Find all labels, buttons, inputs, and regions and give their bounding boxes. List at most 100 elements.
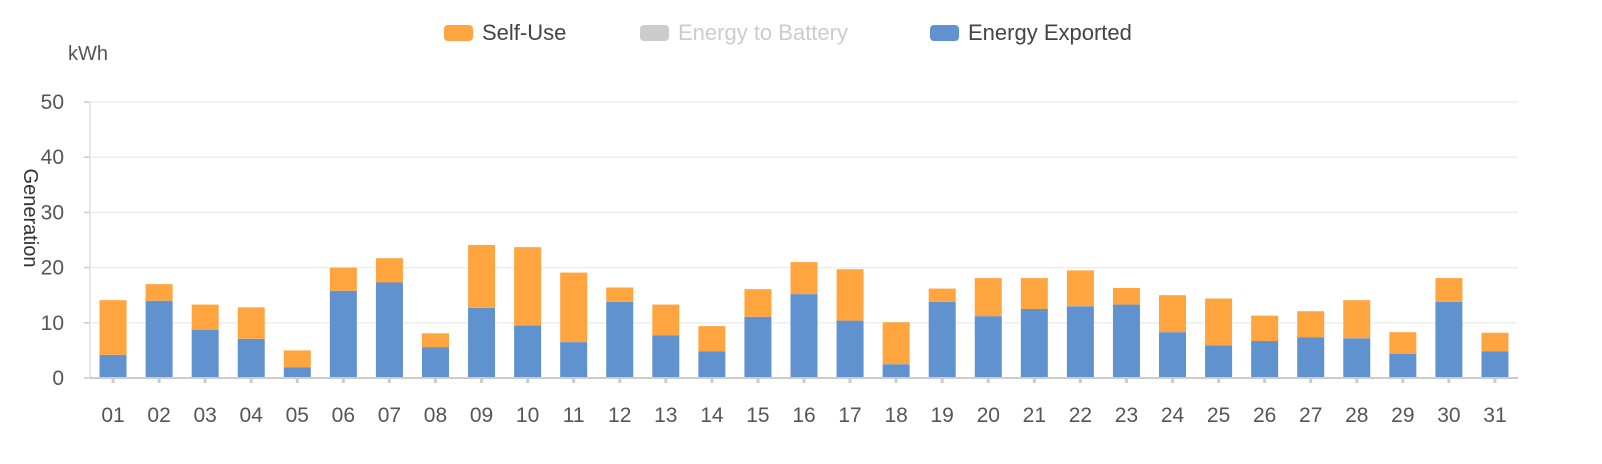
bar-self-use[interactable] [744,289,772,317]
bar-self-use[interactable] [145,284,173,301]
y-axis-title: Generation [19,169,41,268]
x-tick-label: 30 [1437,404,1460,427]
bar-energy-exported[interactable] [652,335,680,378]
bar-self-use[interactable] [1389,332,1417,354]
bar-energy-exported[interactable] [375,282,403,378]
bar-energy-exported[interactable] [421,347,449,378]
y-tick-label: 50 [41,91,64,114]
bar-energy-exported[interactable] [191,329,219,378]
bar-energy-exported[interactable] [928,301,956,378]
bar-energy-exported[interactable] [1297,337,1325,378]
bar-self-use[interactable] [1251,315,1279,342]
bar-energy-exported[interactable] [1389,353,1417,378]
legend-swatch [444,25,473,41]
x-tick-label: 26 [1253,404,1276,427]
x-tick-label: 27 [1299,404,1322,427]
bar-self-use[interactable] [421,333,449,348]
bar-self-use[interactable] [1205,298,1233,346]
bar-self-use[interactable] [928,288,956,302]
bar-energy-exported[interactable] [882,364,910,378]
bar-energy-exported[interactable] [329,290,357,378]
bar-self-use[interactable] [1435,278,1463,302]
bar-self-use[interactable] [237,307,265,339]
legend-label: Energy Exported [968,20,1132,45]
bar-energy-exported[interactable] [836,320,864,378]
x-tick-label: 24 [1161,404,1185,427]
bar-energy-exported[interactable] [1251,341,1279,378]
x-tick-label: 17 [838,404,861,427]
bar-energy-exported[interactable] [1343,338,1371,378]
grid [90,101,1518,324]
x-tick-label: 16 [792,404,815,427]
bar-energy-exported[interactable] [698,351,726,378]
x-tick-label: 25 [1207,404,1230,427]
bar-self-use[interactable] [468,244,496,308]
bar-self-use[interactable] [836,269,864,321]
bar-energy-exported[interactable] [1112,304,1140,378]
bar-energy-exported[interactable] [790,294,818,378]
x-tick-label: 02 [147,404,170,427]
bar-self-use[interactable] [882,322,910,365]
bar-self-use[interactable] [606,287,634,302]
bar-energy-exported[interactable] [468,307,496,378]
bar-energy-exported[interactable] [99,354,127,378]
legend-item-energy-exported[interactable]: Energy Exported [930,20,1132,45]
x-tick-label: 19 [931,404,954,427]
bar-energy-exported[interactable] [974,316,1002,378]
x-tick-label: 23 [1115,404,1138,427]
bar-energy-exported[interactable] [1481,351,1509,378]
bar-self-use[interactable] [560,272,588,343]
legend-item-energy-to-battery[interactable]: Energy to Battery [640,20,848,45]
bar-self-use[interactable] [375,258,403,283]
x-tick-label: 05 [286,404,309,427]
bar-energy-exported[interactable] [1205,345,1233,378]
y-tick-label: 20 [41,257,64,280]
bar-energy-exported[interactable] [514,325,542,378]
bar-self-use[interactable] [191,304,219,330]
bar-self-use[interactable] [1481,332,1509,352]
bar-self-use[interactable] [1112,288,1140,305]
bar-self-use[interactable] [1159,295,1187,333]
x-tick-label: 06 [332,404,355,427]
bar-energy-exported[interactable] [237,338,265,378]
x-tick-label: 13 [654,404,677,427]
bars [99,244,1509,378]
bar-self-use[interactable] [1066,270,1094,307]
bar-self-use[interactable] [652,304,680,336]
bar-energy-exported[interactable] [1020,309,1048,378]
bar-energy-exported[interactable] [606,301,634,378]
bar-energy-exported[interactable] [145,300,173,378]
bar-self-use[interactable] [329,267,357,291]
y-tick-label: 40 [41,146,64,169]
bar-self-use[interactable] [698,326,726,352]
legend-swatch [640,25,669,41]
y-tick-label: 0 [52,367,64,390]
bar-self-use[interactable] [790,262,818,295]
x-tick-label: 28 [1345,404,1368,427]
y-tick-label: 30 [41,201,64,224]
bar-self-use[interactable] [99,300,127,355]
bar-self-use[interactable] [283,350,311,368]
bar-self-use[interactable] [514,247,542,326]
bar-energy-exported[interactable] [1066,306,1094,378]
x-tick-label: 14 [700,404,724,427]
legend-label: Self-Use [482,20,566,45]
bar-self-use[interactable] [974,278,1002,317]
bar-self-use[interactable] [1297,311,1325,338]
bar-energy-exported[interactable] [1435,301,1463,378]
legend-item-self-use[interactable]: Self-Use [444,20,566,45]
bar-energy-exported[interactable] [283,367,311,378]
bar-energy-exported[interactable] [744,316,772,378]
x-tick-label: 29 [1391,404,1414,427]
bar-self-use[interactable] [1343,300,1371,339]
x-tick-label: 04 [240,404,264,427]
x-tick-label: 12 [608,404,631,427]
bar-energy-exported[interactable] [560,342,588,378]
legend-label: Energy to Battery [678,20,848,45]
x-tick-label: 20 [977,404,1000,427]
bar-energy-exported[interactable] [1159,332,1187,378]
legend: Self-Use Energy to Battery Energy Exported [444,20,1132,45]
bar-self-use[interactable] [1020,278,1048,309]
x-tick-label: 10 [516,404,539,427]
